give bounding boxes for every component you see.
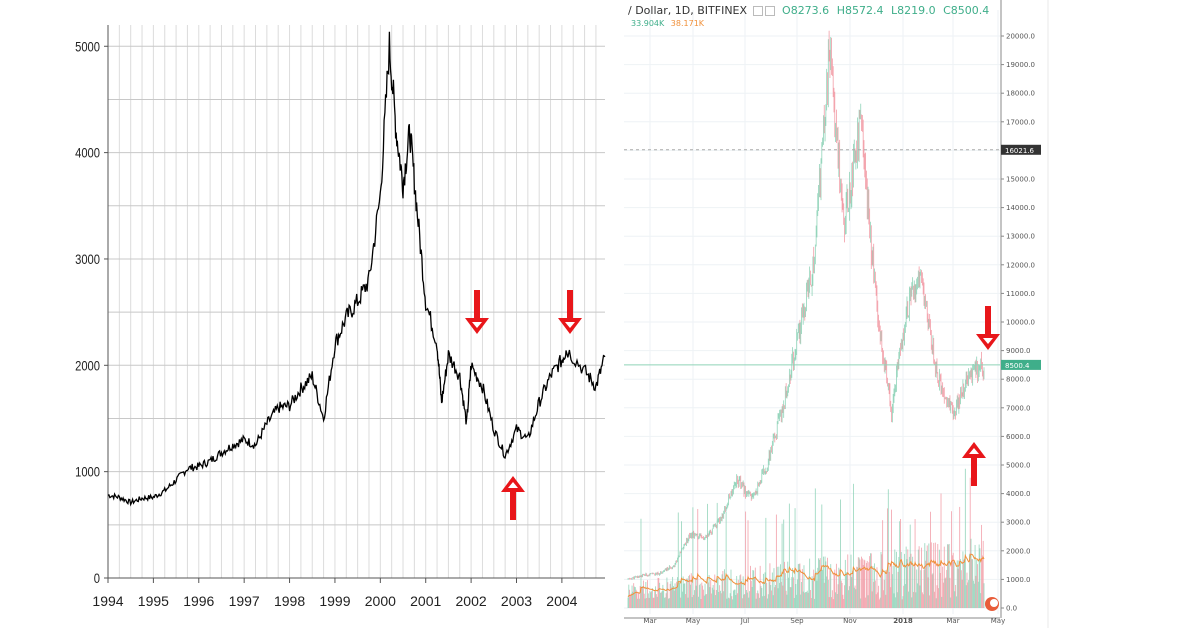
right-candlestick-chart: 0.0 1000.0 2000.0 3000.0 4000.0 5000.0 6000.0 7…: [620, 0, 1060, 628]
svg-text:1997: 1997: [229, 593, 260, 609]
svg-text:1998: 1998: [274, 593, 305, 609]
svg-text:15000.0: 15000.0: [1006, 176, 1035, 184]
svg-text:12000.0: 12000.0: [1006, 261, 1035, 269]
svg-text:5000.0: 5000.0: [1006, 462, 1031, 470]
svg-text:0.0: 0.0: [1006, 605, 1017, 613]
left-annotation-arrows: [465, 290, 582, 520]
left-line-chart: 0 1000 2000 3000 4000 5000 1994 1995 1996 1997 199…: [75, 25, 606, 609]
svg-text:1995: 1995: [138, 593, 169, 609]
svg-text:2002: 2002: [456, 593, 487, 609]
svg-text:8000.0: 8000.0: [1006, 376, 1031, 384]
volume-ma-line: [627, 553, 985, 597]
svg-text:18000.0: 18000.0: [1006, 90, 1035, 98]
svg-text:4000: 4000: [75, 145, 100, 160]
svg-text:3000.0: 3000.0: [1006, 519, 1031, 527]
svg-text:17000.0: 17000.0: [1006, 118, 1035, 126]
candles: [627, 30, 985, 580]
svg-text:1000.0: 1000.0: [1006, 576, 1031, 584]
right-annotation-arrows: [962, 306, 1000, 486]
volume-value: 33.904K: [631, 19, 665, 28]
svg-text:20000.0: 20000.0: [1006, 33, 1035, 41]
svg-text:May: May: [991, 617, 1005, 625]
svg-text:Nov: Nov: [843, 617, 857, 625]
svg-text:Sep: Sep: [790, 617, 804, 625]
svg-text:1996: 1996: [183, 593, 214, 609]
svg-text:1000: 1000: [75, 465, 100, 480]
left-axes: 0 1000 2000 3000 4000 5000 1994 1995 1996 1997 199…: [75, 25, 605, 609]
close-value: C8500.4: [943, 4, 990, 17]
svg-text:16021.6: 16021.6: [1005, 147, 1034, 155]
svg-text:1999: 1999: [319, 593, 350, 609]
svg-text:8500.4: 8500.4: [1005, 362, 1030, 370]
svg-text:6000.0: 6000.0: [1006, 433, 1031, 441]
svg-text:10000.0: 10000.0: [1006, 319, 1035, 327]
volume-bars: [627, 468, 985, 608]
svg-text:2004: 2004: [546, 593, 577, 609]
svg-text:14000.0: 14000.0: [1006, 204, 1035, 212]
svg-text:9000.0: 9000.0: [1006, 347, 1031, 355]
svg-text:Mar: Mar: [643, 617, 656, 625]
svg-text:2000: 2000: [365, 593, 396, 609]
svg-text:5000: 5000: [75, 39, 100, 54]
high-value: H8572.4: [836, 4, 884, 17]
volume-ma-value: 38.171K: [670, 19, 705, 28]
settings-icon[interactable]: [752, 6, 763, 16]
svg-text:May: May: [686, 617, 700, 625]
svg-text:3000: 3000: [75, 252, 100, 267]
svg-text:Jul: Jul: [740, 617, 750, 625]
svg-text:1994: 1994: [92, 593, 123, 609]
chart-legend-header: / Dollar, 1D, BITFINEX O8273.6 H8572.4 L…: [628, 4, 989, 17]
svg-text:11000.0: 11000.0: [1006, 290, 1035, 298]
svg-text:2018: 2018: [893, 617, 913, 625]
low-value: L8219.0: [890, 4, 936, 17]
svg-text:0: 0: [94, 571, 100, 586]
left-price-line: [107, 31, 606, 507]
left-grid: [108, 25, 605, 578]
svg-text:2003: 2003: [501, 593, 532, 609]
svg-text:Mar: Mar: [946, 617, 959, 625]
svg-text:19000.0: 19000.0: [1006, 61, 1035, 69]
svg-text:2000: 2000: [75, 358, 100, 373]
volume-legend: 33.904K 38.171K: [628, 19, 704, 28]
open-value: O8273.6: [782, 4, 830, 17]
svg-text:13000.0: 13000.0: [1006, 233, 1035, 241]
svg-text:2001: 2001: [410, 593, 441, 609]
svg-text:7000.0: 7000.0: [1006, 404, 1031, 412]
right-axes: 0.0 1000.0 2000.0 3000.0 4000.0 5000.0 6000.0 7…: [624, 0, 1049, 628]
svg-text:4000.0: 4000.0: [1006, 490, 1031, 498]
collapse-icon[interactable]: [764, 6, 775, 16]
symbol-label[interactable]: / Dollar, 1D, BITFINEX: [628, 4, 748, 17]
svg-text:2000.0: 2000.0: [1006, 547, 1031, 555]
